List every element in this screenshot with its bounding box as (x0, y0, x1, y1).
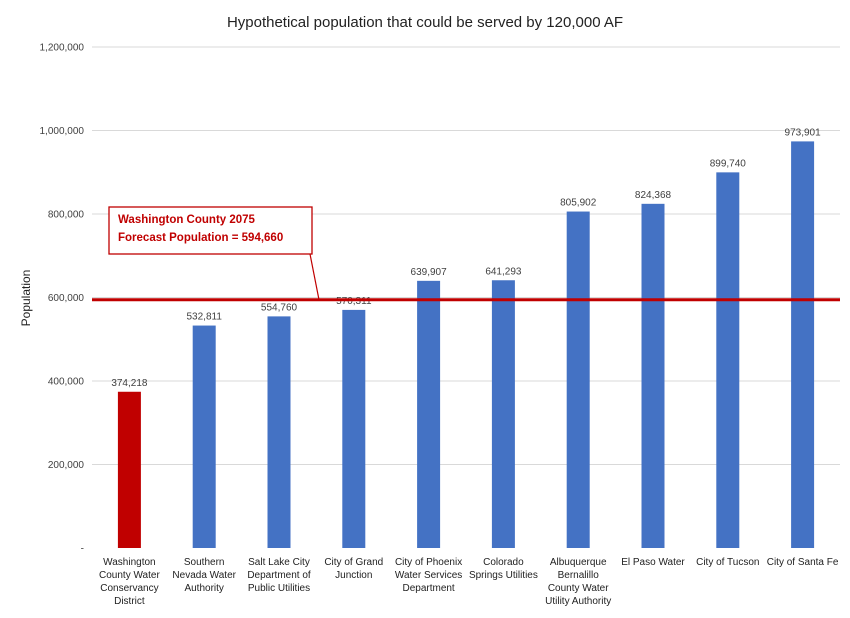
category-label-line: District (114, 596, 145, 607)
category-label-line: City of Grand (324, 557, 383, 568)
data-label: 973,901 (785, 127, 822, 138)
category-label-line: Department of (247, 570, 311, 581)
category-label-line: Department (402, 583, 454, 594)
category-label-line: City of Phoenix (395, 557, 462, 568)
bar (117, 391, 141, 548)
y-tick-label: 200,000 (48, 460, 85, 471)
category-label-line: Springs Utilities (469, 570, 538, 581)
bar (641, 203, 665, 548)
bar (417, 280, 441, 548)
category-label: City of Phoenix Water Services Department (395, 557, 462, 594)
category-label: El Paso Water (621, 557, 685, 568)
category-label: Southern Nevada Water Authority (172, 557, 236, 594)
y-tick-label: - (81, 544, 84, 555)
y-tick-label: 600,000 (48, 293, 85, 304)
category-label-line: Water Services (395, 570, 462, 581)
y-axis-label: Population (19, 270, 33, 327)
category-label-line: Washington (103, 557, 155, 568)
forecast-annotation-text: Forecast Population = 594,660 (118, 232, 283, 244)
category-label-line: Junction (335, 570, 372, 581)
bar (491, 280, 515, 548)
category-label-line: Albuquerque (550, 557, 607, 568)
data-label: 374,218 (111, 378, 148, 389)
category-label-line: Colorado (483, 557, 524, 568)
forecast-annotation-text: Washington County 2075 (118, 214, 256, 226)
data-label: 641,293 (485, 266, 522, 277)
category-label: City of Tucson (696, 557, 759, 568)
bar (267, 316, 291, 548)
category-label-line: Public Utilities (248, 583, 310, 594)
category-label-line: City of Tucson (696, 557, 759, 568)
data-label: 805,902 (560, 198, 597, 209)
category-label-line: Bernalillo (558, 570, 600, 581)
category-label-line: City of Santa Fe (767, 557, 839, 568)
bar (791, 141, 815, 548)
category-label-line: County Water (548, 583, 609, 594)
category-label-line: El Paso Water (621, 557, 685, 568)
category-label-line: Salt Lake City (248, 557, 310, 568)
y-tick-label: 800,000 (48, 210, 85, 221)
category-label: Washington County Water Conservancy Distric… (99, 557, 160, 607)
data-label: 532,811 (186, 312, 222, 323)
category-label: City of Grand Junction (324, 557, 383, 581)
category-label-line: Nevada Water (172, 570, 236, 581)
category-label: Albuquerque Bernalillo County Water Utility… (545, 557, 611, 607)
y-tick-label: 1,000,000 (40, 126, 85, 137)
category-label-line: Southern (184, 557, 225, 568)
bar (566, 211, 590, 548)
category-label: Colorado Springs Utilities (469, 557, 538, 581)
annotation-connector (309, 253, 320, 300)
y-tick-label: 400,000 (48, 377, 85, 388)
bar (192, 325, 216, 548)
category-label: City of Santa Fe (767, 557, 839, 568)
data-label: 570,311 (336, 296, 372, 307)
annotation-box (108, 206, 313, 255)
category-label: Salt Lake City Department of Public Utilit… (247, 557, 311, 594)
data-label: 639,907 (411, 267, 448, 278)
category-label-line: Authority (184, 583, 223, 594)
category-label-line: Utility Authority (545, 596, 611, 607)
chart-title: Hypothetical population that could be se… (227, 14, 623, 31)
data-label: 899,740 (710, 158, 747, 169)
category-label-line: County Water (99, 570, 160, 581)
bar (716, 172, 740, 548)
data-label: 554,760 (261, 302, 298, 313)
y-tick-label: 1,200,000 (40, 43, 85, 54)
category-label-line: Conservancy (100, 583, 158, 594)
data-label: 824,368 (635, 190, 672, 201)
bar (342, 309, 366, 548)
